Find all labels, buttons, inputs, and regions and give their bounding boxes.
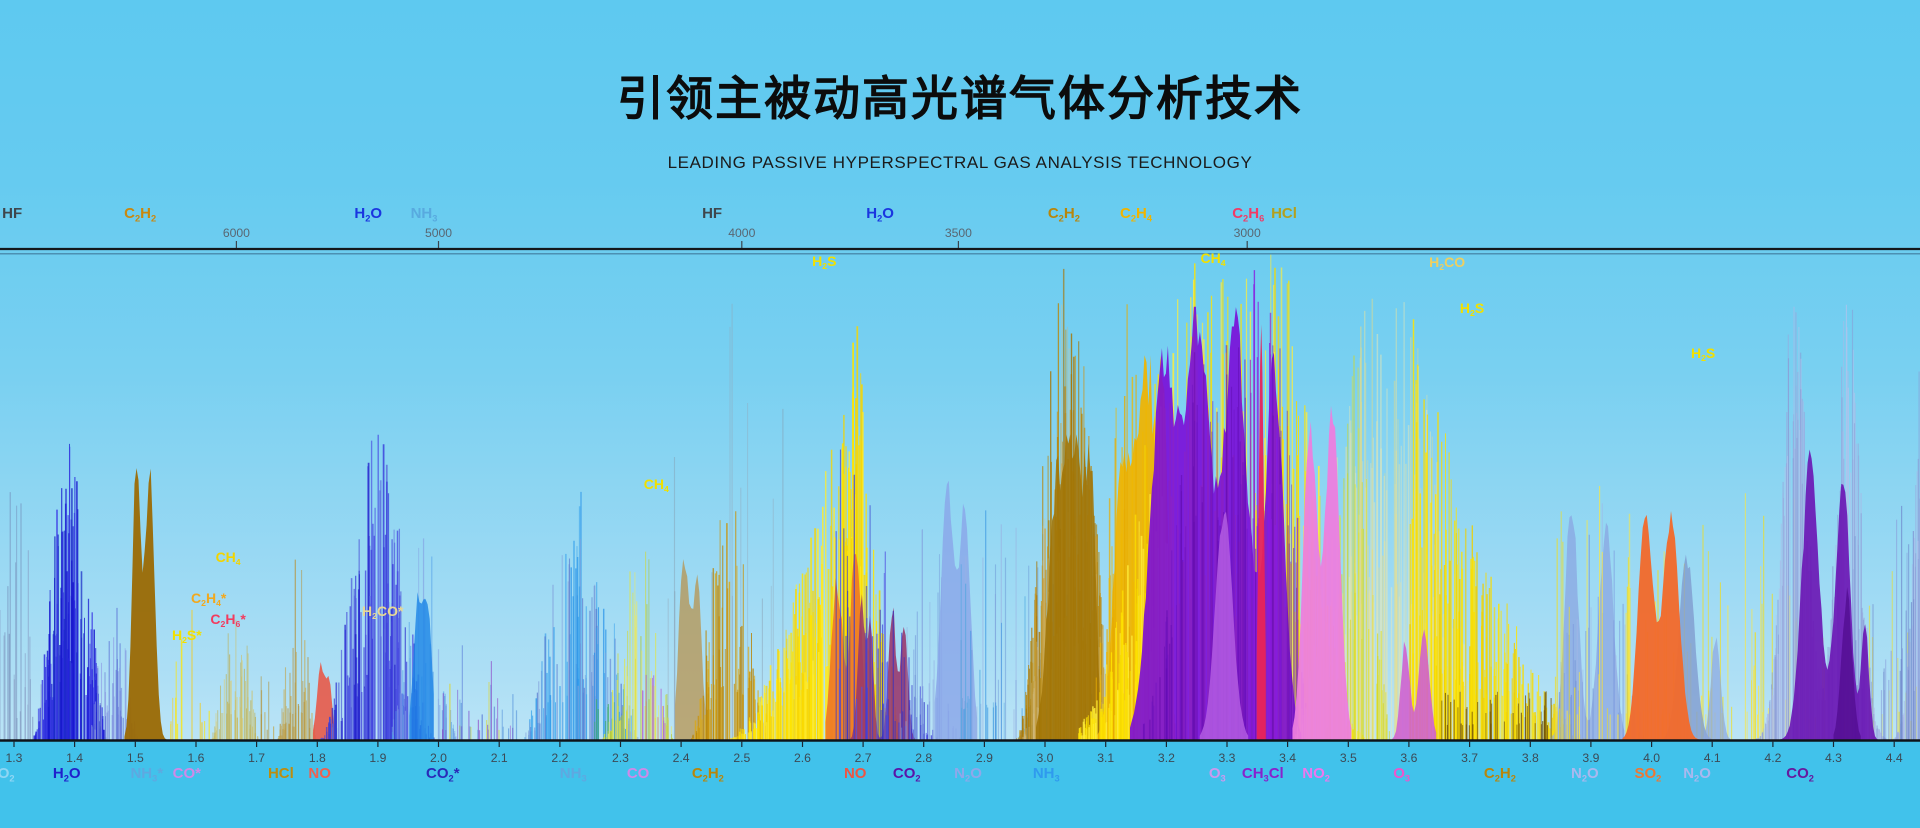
bottom-tick-label: 2.4 <box>673 751 690 765</box>
bottom-tick-label: 3.6 <box>1400 751 1417 765</box>
bottom-tick-label: 4.3 <box>1825 751 1842 765</box>
inplot-gas-label: H2S <box>812 253 837 272</box>
top-gas-label: C2H2 <box>1047 205 1080 224</box>
top-gas-label: H2O <box>866 205 894 224</box>
bottom-tick-label: 1.4 <box>66 751 83 765</box>
top-gas-label: C2H6 <box>1232 205 1265 224</box>
bottom-tick-label: 3.5 <box>1340 751 1357 765</box>
bottom-gas-label: NH3 <box>559 765 587 784</box>
bottom-gas-label: CO2 <box>892 765 921 784</box>
bottom-tick-label: 1.5 <box>127 751 144 765</box>
bottom-tick-label: 2.3 <box>612 751 629 765</box>
inplot-gas-label: H2CO <box>1429 254 1466 273</box>
top-gas-label: HCl <box>1271 205 1297 222</box>
bottom-gas-label: C2H2 <box>1483 765 1516 784</box>
bottom-gas-label: C2H2 <box>691 765 724 784</box>
top-axis: 6000 5000 4000 3500 3000 <box>0 226 1920 255</box>
inplot-gas-label: H2CO* <box>362 603 404 622</box>
bottom-tick-label: 2.7 <box>855 751 872 765</box>
bottom-gas-label: O2 <box>0 765 15 784</box>
bottom-gas-label: HCl <box>267 765 294 782</box>
bottom-gas-label: H2O <box>52 765 81 784</box>
bottom-tick-label: 2.8 <box>915 751 932 765</box>
bottom-tick-label: 3.9 <box>1582 751 1599 765</box>
spectral-bands <box>0 254 1920 740</box>
bottom-tick-label: 2.5 <box>733 751 750 765</box>
top-gas-label: C2H2 <box>124 205 157 224</box>
bottom-tick-label: 3.7 <box>1461 751 1478 765</box>
top-gas-label: NH3 <box>410 205 438 224</box>
bottom-tick-label: 3.4 <box>1279 751 1296 765</box>
bottom-tick-label: 2.1 <box>491 751 508 765</box>
wavenumber-tick-label: 3500 <box>945 226 972 240</box>
bottom-gas-label: N2O <box>954 765 982 784</box>
inplot-gas-label: CH4 <box>643 476 669 495</box>
bottom-tick-label: 1.9 <box>369 751 386 765</box>
bottom-tick-label: 1.7 <box>248 751 265 765</box>
bottom-tick-label: 4.0 <box>1643 751 1660 765</box>
bottom-strip <box>0 741 1920 828</box>
bottom-gas-label: NH3* <box>130 765 164 784</box>
inplot-gas-label: C2H6* <box>210 611 246 630</box>
bottom-tick-label: 3.3 <box>1219 751 1236 765</box>
bottom-gas-label: CO2* <box>426 765 460 784</box>
bottom-tick-label: 3.0 <box>1037 751 1054 765</box>
bottom-tick-label: 4.2 <box>1764 751 1781 765</box>
page-title: 引领主被动高光谱气体分析技术 <box>617 72 1303 127</box>
top-gas-label: C2H4 <box>1120 205 1153 224</box>
bottom-tick-label: 1.8 <box>309 751 326 765</box>
bottom-gas-label: NO <box>843 765 867 782</box>
bottom-tick-label: 3.8 <box>1522 751 1539 765</box>
bottom-gas-label: CO2 <box>1786 765 1814 784</box>
bottom-gas-label: O3 <box>1393 765 1411 784</box>
bottom-gas-label: SO2 <box>1634 765 1662 784</box>
inplot-gas-label: C2H4* <box>190 590 227 609</box>
bottom-gas-label: O3 <box>1208 765 1226 784</box>
bottom-tick-label: 2.6 <box>794 751 811 765</box>
bottom-gas-label: CO <box>626 765 650 782</box>
bottom-tick-label: 3.2 <box>1158 751 1175 765</box>
top-gas-label: H2O <box>354 205 383 224</box>
wavenumber-tick-label: 4000 <box>728 226 755 240</box>
top-gas-label: HF <box>2 205 23 222</box>
inplot-gas-label: CH4 <box>1200 250 1226 269</box>
bottom-tick-label: 2.2 <box>551 751 568 765</box>
bottom-gas-label: N2O <box>1683 765 1711 784</box>
page-subtitle: LEADING PASSIVE HYPERSPECTRAL GAS ANALYS… <box>667 153 1253 172</box>
bottom-gas-label: NO <box>308 765 331 782</box>
bottom-gas-label: N2O <box>1570 765 1599 784</box>
bottom-tick-label: 1.3 <box>6 751 23 765</box>
bottom-gas-label: NO2 <box>1302 765 1330 784</box>
bottom-tick-label: 4.4 <box>1886 751 1903 765</box>
bottom-tick-label: 1.6 <box>188 751 205 765</box>
bottom-axis: 1.3 1.4 1.5 1.6 1.7 1.8 1.9 2.0 2.1 2.2 2.3 2.4 2.5 2… <box>0 739 1920 765</box>
inplot-gas-label: CH4 <box>215 549 241 568</box>
bottom-gas-label: CH3Cl <box>1241 765 1284 784</box>
bottom-tick-label: 3.1 <box>1097 751 1114 765</box>
wavenumber-tick-label: 3000 <box>1234 226 1261 240</box>
bottom-tick-label: 2.9 <box>976 751 993 765</box>
wavenumber-tick-label: 5000 <box>425 226 452 240</box>
bottom-gas-label: NH3 <box>1032 765 1060 784</box>
inplot-gas-label: H2S* <box>171 627 202 646</box>
bottom-tick-label: 2.0 <box>430 751 447 765</box>
inplot-gas-label: H2S <box>1690 345 1716 364</box>
bottom-tick-label: 4.1 <box>1704 751 1721 765</box>
bottom-gas-label: CO* <box>172 765 202 782</box>
top-gas-label: HF <box>702 205 723 222</box>
inplot-gas-label: H2S <box>1459 300 1485 319</box>
wavenumber-tick-label: 6000 <box>223 226 250 240</box>
